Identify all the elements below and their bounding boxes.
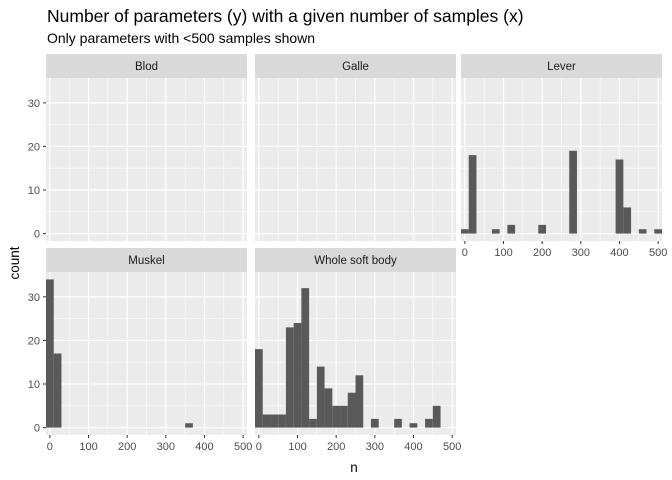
histogram-bar <box>293 322 302 428</box>
y-tick-label: 30 <box>28 292 40 304</box>
x-tick-label: 200 <box>327 441 345 453</box>
facet-strip <box>46 248 247 272</box>
chart-title: Number of parameters (y) with a given nu… <box>47 6 524 26</box>
histogram-bar <box>468 155 477 234</box>
x-tick-label: 0 <box>256 441 262 453</box>
facet-strip <box>461 54 662 78</box>
histogram-bar <box>255 349 263 428</box>
histogram-bar <box>285 327 294 428</box>
x-tick-label: 200 <box>118 441 136 453</box>
facet-label: Lever <box>547 61 576 73</box>
histogram-bar <box>262 414 271 428</box>
facet-panel-whole-soft-body: Whole soft body 0 100 200 300 400 500 <box>255 248 461 453</box>
y-tick-label: 0 <box>34 229 40 241</box>
y-axis-title: count <box>7 246 22 279</box>
y-tick-label: 0 <box>34 423 40 435</box>
histogram-bar <box>615 159 624 234</box>
histogram-bar <box>394 418 402 428</box>
histogram-bar <box>324 388 333 428</box>
histogram-bar <box>355 375 364 428</box>
x-axis-title: n <box>350 460 358 475</box>
histogram-bar <box>347 392 356 428</box>
x-tick-label: 300 <box>157 441 175 453</box>
bar-group <box>461 150 662 234</box>
histogram-bar <box>46 279 54 428</box>
chart-subtitle: Only parameters with <500 samples shown <box>47 30 316 46</box>
facet-strip <box>255 54 456 78</box>
histogram-bar <box>491 229 500 234</box>
x-tick-label: 500 <box>649 247 667 259</box>
histogram-bar <box>461 229 469 234</box>
histogram-bar <box>370 418 379 428</box>
y-tick-label: 20 <box>28 141 40 153</box>
histogram-bar <box>507 224 516 234</box>
x-tick-label: 400 <box>195 441 213 453</box>
histogram-bar <box>569 150 577 234</box>
x-tick-label: 100 <box>494 247 512 259</box>
facet-label: Galle <box>342 61 369 73</box>
histogram-bar <box>409 423 418 428</box>
histogram-bar <box>654 229 662 234</box>
bar-group <box>255 288 441 428</box>
x-tick-label: 300 <box>366 441 384 453</box>
histogram-bar <box>185 423 193 428</box>
facet-strip <box>46 54 247 78</box>
histogram-bar <box>638 229 647 234</box>
x-tick-label: 0 <box>462 247 468 259</box>
facet-strip <box>255 248 456 272</box>
facet-panel-galle: Galle <box>255 54 456 241</box>
y-tick-label: 30 <box>28 98 40 110</box>
histogram-bar <box>301 288 310 428</box>
histogram-bar <box>53 353 62 428</box>
histogram-bar <box>270 414 279 428</box>
y-tick-label: 10 <box>28 379 40 391</box>
bar-group <box>46 279 193 428</box>
facet-label: Whole soft body <box>314 255 397 267</box>
facet-label: Muskel <box>128 255 164 267</box>
x-tick-label: 500 <box>234 441 252 453</box>
y-tick-label: 10 <box>28 185 40 197</box>
x-tick-label: 500 <box>443 441 461 453</box>
x-tick-label: 400 <box>404 441 422 453</box>
x-tick-label: 100 <box>79 441 97 453</box>
facet-panel-lever: Lever 0 100 200 300 400 500 <box>461 54 667 259</box>
x-tick-label: 400 <box>610 247 628 259</box>
histogram-bar <box>432 405 441 428</box>
histogram-bar <box>340 405 348 428</box>
x-tick-label: 300 <box>572 247 590 259</box>
histogram-bar <box>316 366 325 428</box>
histogram-bar <box>425 418 433 428</box>
histogram-bar <box>623 207 632 234</box>
x-tick-label: 200 <box>533 247 551 259</box>
histogram-bar <box>332 405 341 428</box>
histogram-bar <box>278 414 286 428</box>
histogram-bar <box>538 224 547 234</box>
facet-label: Blod <box>135 61 158 73</box>
x-tick-label: 100 <box>288 441 306 453</box>
histogram-bar <box>309 418 317 428</box>
x-tick-label: 0 <box>47 441 53 453</box>
y-tick-label: 20 <box>28 335 40 347</box>
facet-panel-blod: Blod 0 10 20 30 <box>28 54 247 241</box>
